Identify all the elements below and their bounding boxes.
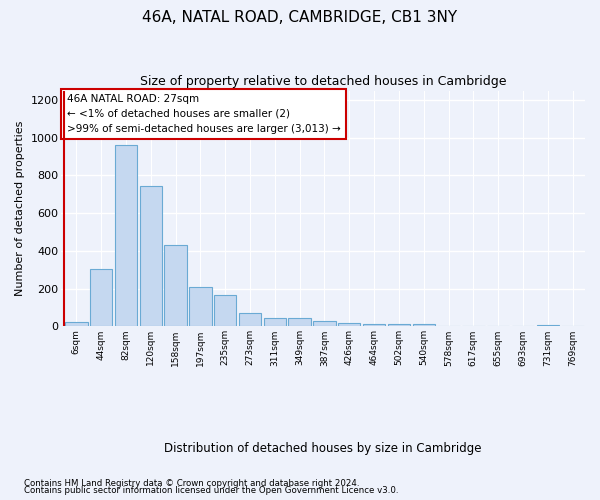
Bar (413, 324, 435, 326)
Bar (313, 321, 335, 326)
Bar (263, 318, 286, 326)
Bar (90, 269, 112, 326)
Bar (214, 295, 236, 326)
Bar (140, 186, 162, 326)
Bar (65, 322, 88, 326)
Text: 46A, NATAL ROAD, CAMBRIDGE, CB1 3NY: 46A, NATAL ROAD, CAMBRIDGE, CB1 3NY (142, 10, 458, 25)
Bar (239, 313, 261, 326)
Bar (289, 318, 311, 326)
Bar (338, 322, 361, 326)
Bar (388, 324, 410, 326)
Bar (115, 144, 137, 326)
Bar (363, 324, 385, 326)
Text: 46A NATAL ROAD: 27sqm
← <1% of detached houses are smaller (2)
>99% of semi-deta: 46A NATAL ROAD: 27sqm ← <1% of detached … (67, 94, 340, 134)
Y-axis label: Number of detached properties: Number of detached properties (15, 121, 25, 296)
Bar (189, 287, 212, 327)
Title: Size of property relative to detached houses in Cambridge: Size of property relative to detached ho… (140, 75, 506, 88)
Text: Contains public sector information licensed under the Open Government Licence v3: Contains public sector information licen… (24, 486, 398, 495)
Bar (164, 246, 187, 326)
X-axis label: Distribution of detached houses by size in Cambridge: Distribution of detached houses by size … (164, 442, 482, 455)
Bar (536, 324, 559, 326)
Text: Contains HM Land Registry data © Crown copyright and database right 2024.: Contains HM Land Registry data © Crown c… (24, 478, 359, 488)
